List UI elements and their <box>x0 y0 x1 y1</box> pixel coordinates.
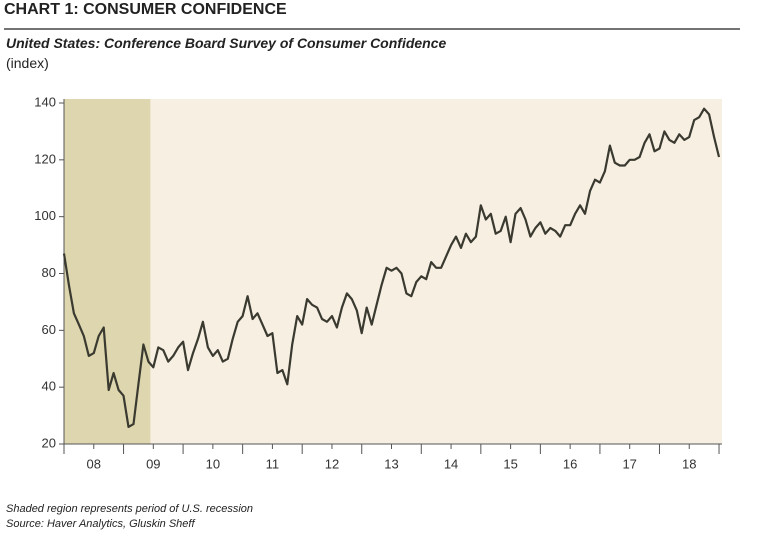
x-tick-label: 08 <box>87 456 101 471</box>
y-tick-label: 40 <box>42 379 56 394</box>
y-axis-label: (index) <box>6 55 49 71</box>
y-tick-label: 100 <box>34 208 56 223</box>
y-tick-label: 140 <box>34 94 56 109</box>
data-line <box>62 107 721 428</box>
footnote: Shaded region represents period of U.S. … <box>6 503 253 515</box>
y-tick-label: 20 <box>42 435 56 450</box>
footnote: Source: Haver Analytics, Gluskin Sheff <box>6 518 195 530</box>
x-tick-label: 13 <box>384 456 398 471</box>
x-tick-label: 15 <box>503 456 517 471</box>
y-tick-label: 60 <box>42 322 56 337</box>
x-tick-label: 17 <box>622 456 636 471</box>
x-tick-label: 12 <box>325 456 339 471</box>
chart-title: CHART 1: CONSUMER CONFIDENCE <box>4 1 287 18</box>
x-tick-label: 14 <box>444 456 458 471</box>
y-tick-label: 120 <box>34 151 56 166</box>
x-tick-label: 09 <box>146 456 160 471</box>
x-tick-label: 16 <box>563 456 577 471</box>
y-tick-label: 80 <box>42 265 56 280</box>
plot-background <box>64 99 722 444</box>
x-tick-label: 10 <box>206 456 220 471</box>
x-tick-label: 18 <box>682 456 696 471</box>
recession-shade <box>64 99 151 444</box>
subtitle: United States: Conference Board Survey o… <box>6 35 447 51</box>
x-tick-label: 11 <box>266 456 280 471</box>
